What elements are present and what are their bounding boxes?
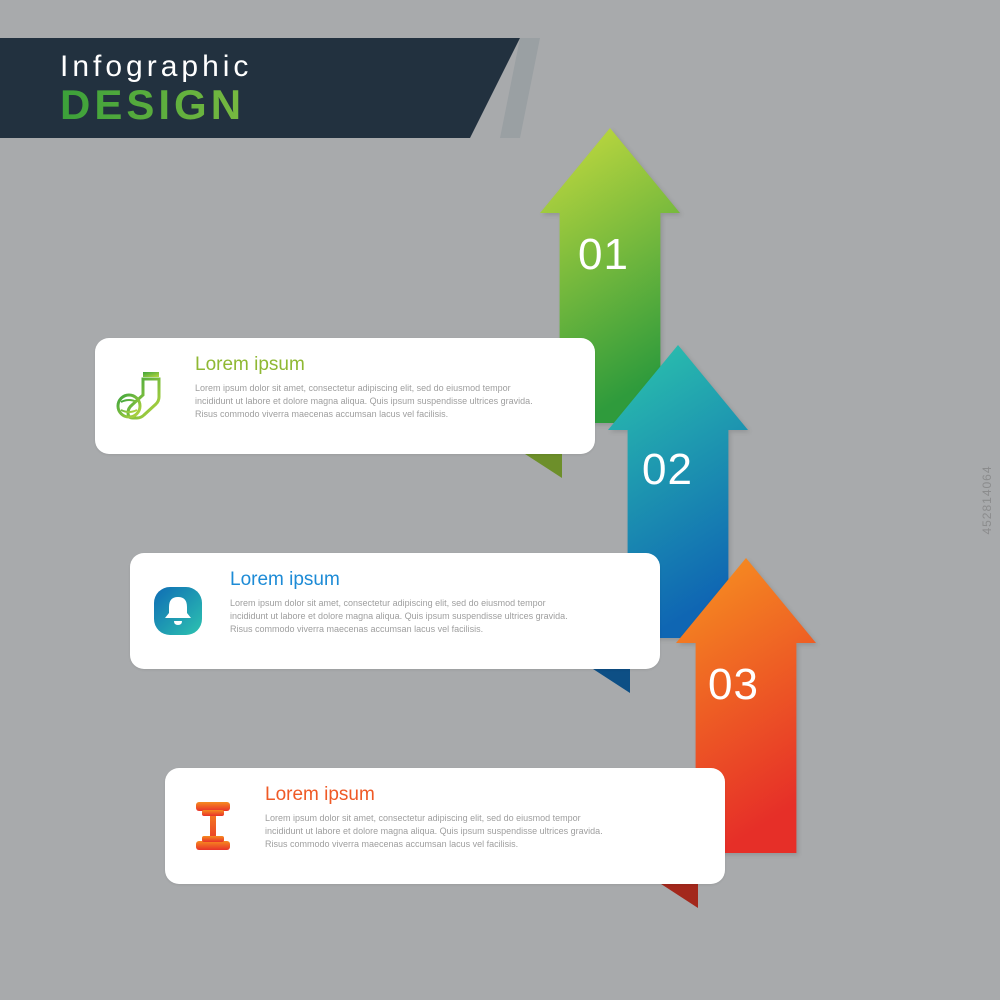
step-body: Lorem ipsum dolor sit amet, consectetur …	[230, 597, 570, 636]
step-fold-03	[658, 882, 698, 913]
step-text: Lorem ipsum Lorem ipsum dolor sit amet, …	[230, 567, 570, 636]
step-card-02: Lorem ipsum Lorem ipsum dolor sit amet, …	[130, 553, 660, 669]
header-line1: Infographic	[60, 50, 520, 84]
step-card-01: Lorem ipsum Lorem ipsum dolor sit amet, …	[95, 338, 595, 454]
step-body: Lorem ipsum dolor sit amet, consectetur …	[265, 812, 605, 851]
step-number-01: 01	[578, 230, 629, 280]
step-title: Lorem ipsum	[230, 569, 570, 591]
step-fold-01	[522, 452, 562, 483]
header-dark-panel: Infographic DESIGN	[0, 38, 520, 138]
header-line2: DESIGN	[60, 84, 520, 126]
step-number-03: 03	[708, 660, 759, 710]
step-card-03: Lorem ipsum Lorem ipsum dolor sit amet, …	[165, 768, 725, 884]
header: Infographic DESIGN	[0, 38, 540, 138]
dumbbell-icon	[181, 794, 245, 858]
bell-icon	[146, 579, 210, 643]
sock-yarn-icon	[111, 364, 175, 428]
step-title: Lorem ipsum	[265, 784, 605, 806]
step-body: Lorem ipsum dolor sit amet, consectetur …	[195, 382, 535, 421]
step-text: Lorem ipsum Lorem ipsum dolor sit amet, …	[195, 352, 535, 421]
watermark-side: 452814064	[980, 465, 994, 534]
step-number-02: 02	[642, 445, 693, 495]
step-title: Lorem ipsum	[195, 354, 535, 376]
step-fold-02	[590, 667, 630, 698]
step-text: Lorem ipsum Lorem ipsum dolor sit amet, …	[265, 782, 605, 851]
